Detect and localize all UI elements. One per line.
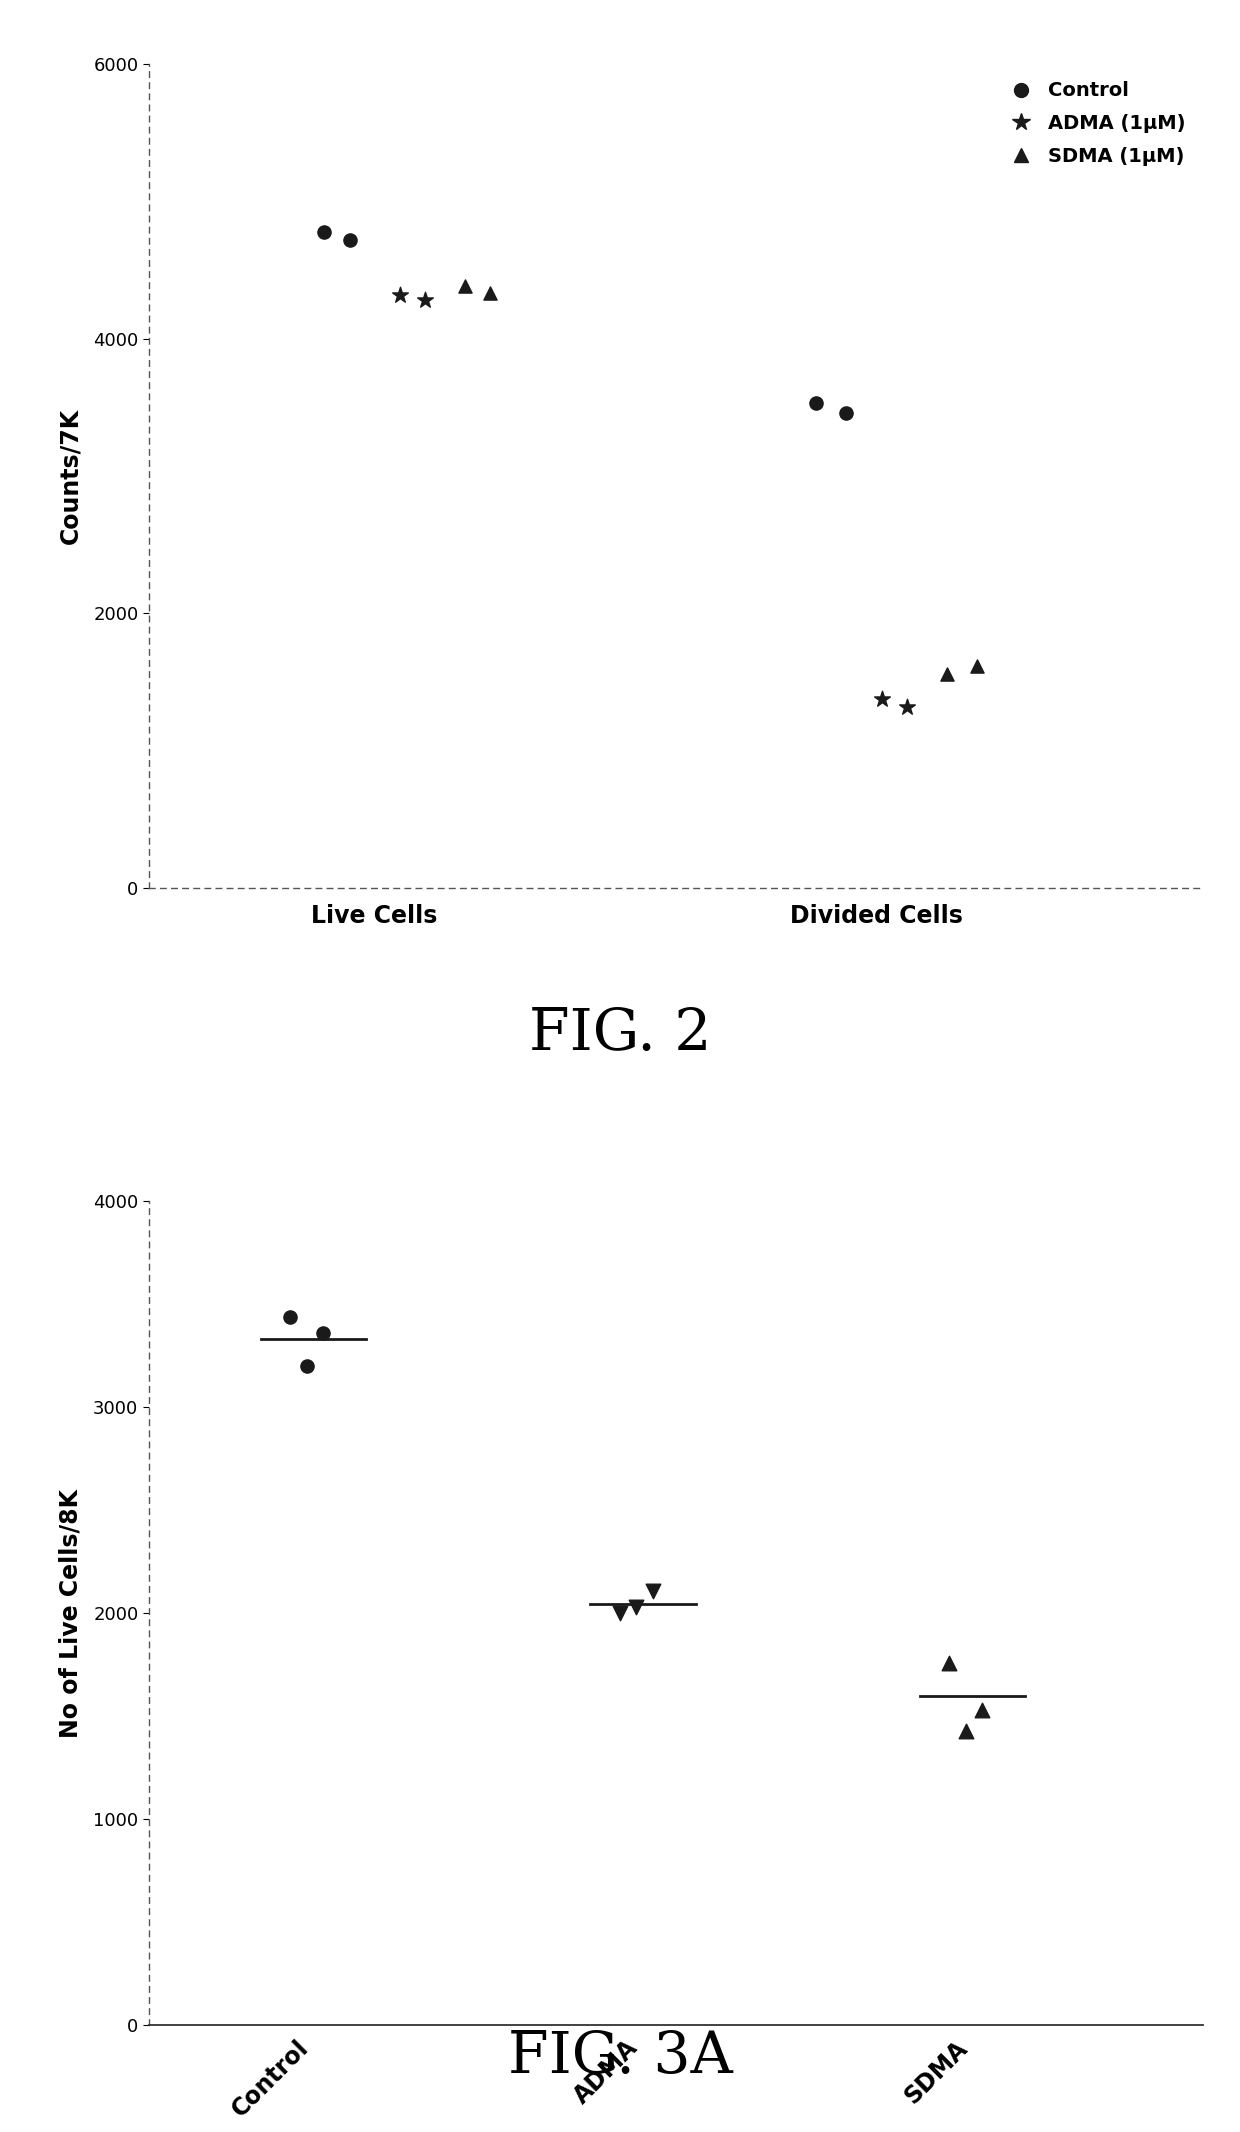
Point (340, 222, 360, 256)
Point (389, 277, 409, 311)
Point (956, 1714, 976, 1748)
Point (455, 269, 475, 303)
Point (480, 277, 500, 311)
Point (315, 215, 335, 249)
Y-axis label: No of Live Cells/8K: No of Live Cells/8K (58, 1488, 82, 1738)
Point (626, 1590, 646, 1625)
Point (972, 1693, 992, 1727)
Point (314, 1315, 334, 1350)
Point (280, 1301, 300, 1335)
Point (837, 397, 857, 431)
Point (415, 284, 435, 318)
Point (642, 1573, 662, 1608)
Point (296, 1350, 316, 1384)
Y-axis label: Counts/7K: Counts/7K (58, 407, 82, 544)
Point (937, 657, 957, 691)
Text: FIG. 2: FIG. 2 (528, 1006, 712, 1062)
Point (967, 648, 987, 682)
Legend: Control, ADMA (1μM), SDMA (1μM): Control, ADMA (1μM), SDMA (1μM) (993, 75, 1193, 173)
Point (897, 691, 916, 725)
Point (939, 1646, 959, 1680)
Point (610, 1597, 630, 1631)
Point (872, 682, 892, 716)
Point (806, 386, 826, 420)
Text: FIG. 3A: FIG. 3A (507, 2030, 733, 2085)
